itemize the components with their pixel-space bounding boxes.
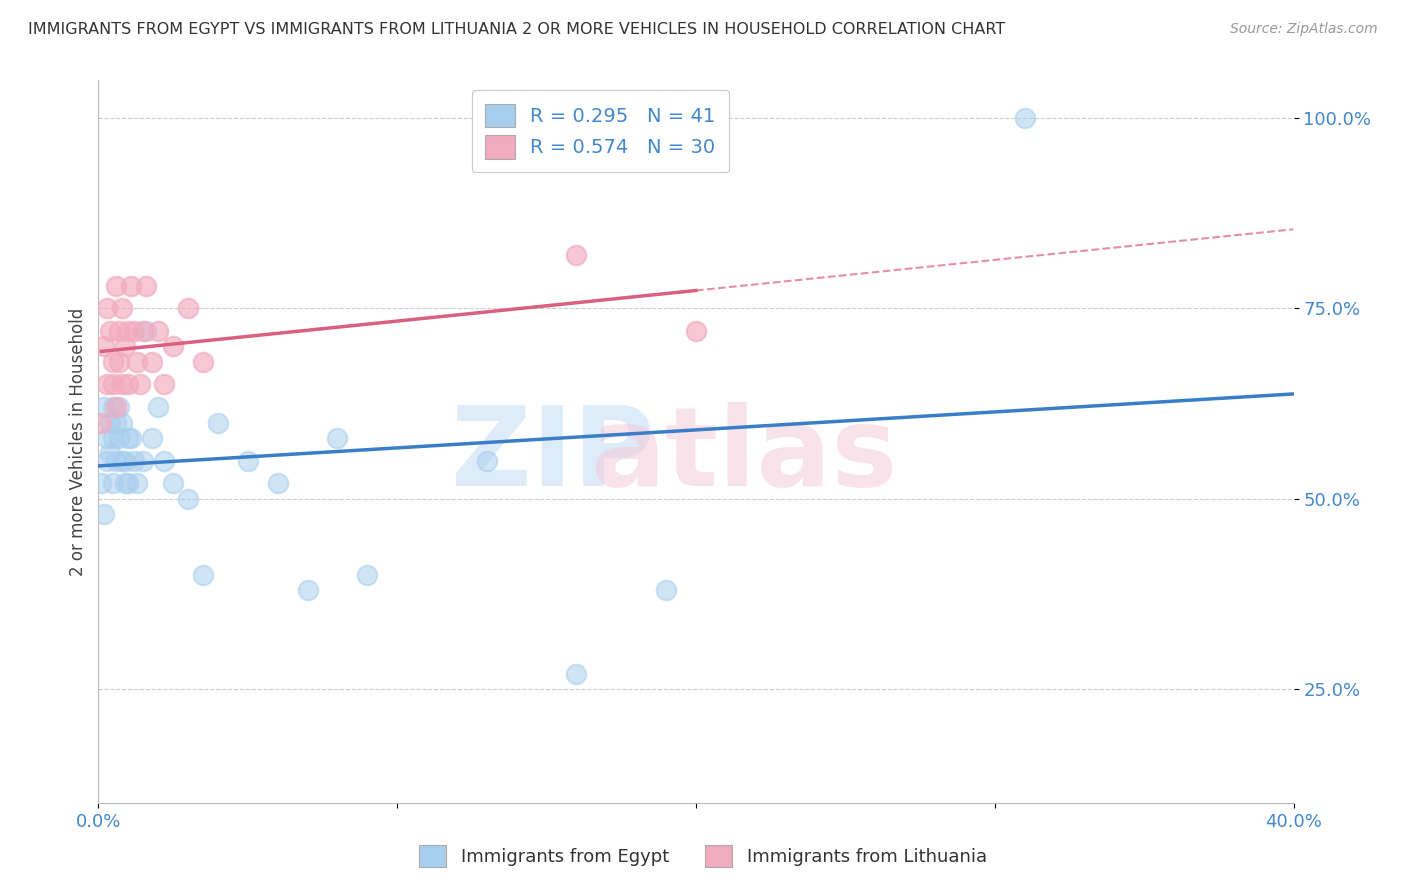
Point: [103, 377, 125, 392]
Point: [117, 476, 139, 491]
Point: [90, 416, 112, 430]
Point: [162, 476, 184, 491]
Point: [108, 401, 131, 415]
Point: [565, 248, 588, 262]
Point: [105, 278, 128, 293]
Text: atlas: atlas: [591, 402, 897, 509]
Point: [356, 567, 378, 582]
Point: [111, 453, 134, 467]
Point: [132, 453, 155, 467]
Legend: R = 0.295   N = 41, R = 0.574   N = 30: R = 0.295 N = 41, R = 0.574 N = 30: [472, 90, 728, 172]
Point: [207, 416, 229, 430]
Point: [117, 377, 139, 392]
Point: [103, 354, 125, 368]
Point: [297, 582, 319, 597]
Point: [111, 377, 134, 392]
Point: [108, 324, 131, 338]
Point: [120, 431, 142, 445]
Point: [267, 476, 290, 491]
Text: IMMIGRANTS FROM EGYPT VS IMMIGRANTS FROM LITHUANIA 2 OR MORE VEHICLES IN HOUSEHO: IMMIGRANTS FROM EGYPT VS IMMIGRANTS FROM…: [28, 22, 1005, 37]
Point: [96, 453, 118, 467]
Point: [135, 278, 157, 293]
Point: [117, 431, 139, 445]
Point: [177, 491, 200, 506]
Point: [114, 476, 136, 491]
Point: [103, 431, 125, 445]
Point: [153, 377, 176, 392]
Point: [685, 324, 707, 338]
Point: [124, 324, 146, 338]
Point: [96, 431, 118, 445]
Point: [129, 377, 152, 392]
Legend: Immigrants from Egypt, Immigrants from Lithuania: Immigrants from Egypt, Immigrants from L…: [412, 838, 994, 874]
Point: [1014, 112, 1036, 126]
Point: [105, 416, 128, 430]
Point: [93, 507, 115, 521]
Point: [127, 476, 149, 491]
Point: [108, 431, 131, 445]
Point: [111, 416, 134, 430]
Point: [120, 278, 142, 293]
Point: [90, 476, 112, 491]
Point: [135, 324, 157, 338]
Point: [191, 354, 214, 368]
Point: [114, 339, 136, 353]
Point: [103, 476, 125, 491]
Point: [127, 354, 149, 368]
Point: [96, 377, 118, 392]
Point: [153, 453, 176, 467]
Y-axis label: 2 or more Vehicles in Household: 2 or more Vehicles in Household: [69, 308, 87, 575]
Point: [117, 324, 139, 338]
Point: [114, 453, 136, 467]
Point: [236, 453, 259, 467]
Point: [105, 401, 128, 415]
Point: [162, 339, 184, 353]
Point: [132, 324, 155, 338]
Point: [326, 431, 349, 445]
Point: [98, 446, 122, 460]
Point: [475, 453, 498, 467]
Text: Source: ZipAtlas.com: Source: ZipAtlas.com: [1230, 22, 1378, 37]
Point: [103, 401, 125, 415]
Point: [565, 666, 588, 681]
Point: [141, 431, 163, 445]
Point: [98, 416, 122, 430]
Point: [111, 301, 134, 316]
Point: [105, 453, 128, 467]
Point: [148, 324, 170, 338]
Point: [93, 339, 115, 353]
Point: [124, 453, 146, 467]
Point: [177, 301, 200, 316]
Text: ZIP: ZIP: [451, 402, 654, 509]
Point: [93, 401, 115, 415]
Point: [655, 582, 678, 597]
Point: [98, 324, 122, 338]
Point: [108, 354, 131, 368]
Point: [148, 401, 170, 415]
Point: [141, 354, 163, 368]
Point: [191, 567, 214, 582]
Point: [96, 301, 118, 316]
